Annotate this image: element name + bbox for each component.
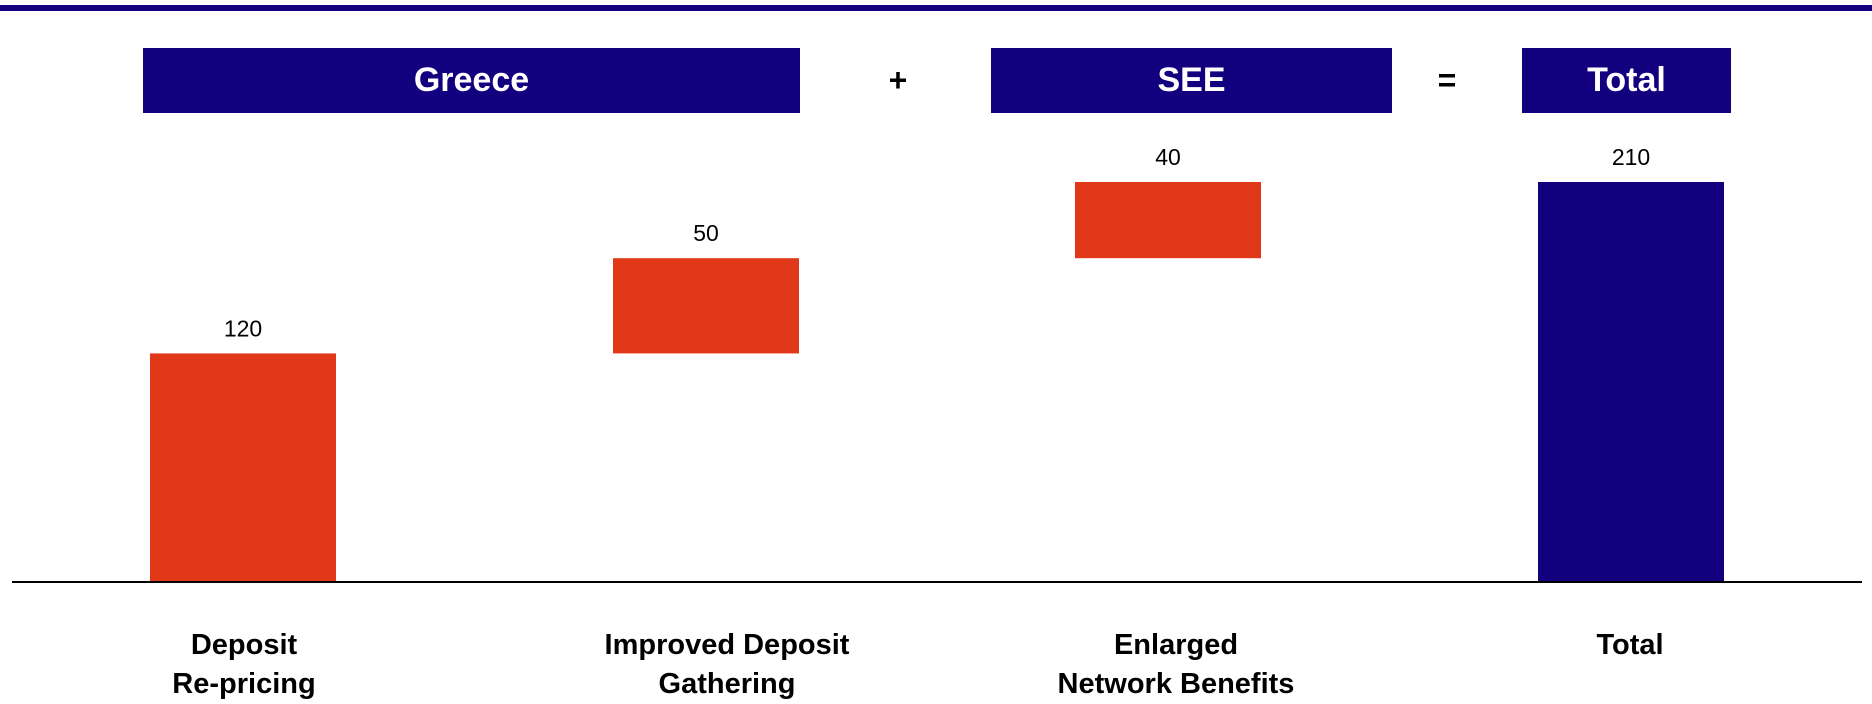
plus-operator: + — [888, 62, 908, 98]
data-label-enlarged-network-benefits: 40 — [1155, 144, 1181, 170]
bar-improved-deposit-gathering — [613, 258, 799, 354]
data-label-total: 210 — [1612, 144, 1650, 170]
header-greece: Greece — [143, 48, 800, 113]
category-label-enlarged-network-benefits: Enlarged Network Benefits — [1057, 629, 1295, 700]
header-see: SEE — [991, 48, 1392, 113]
bars-layer — [150, 182, 1724, 582]
equals-operator: = — [1437, 62, 1457, 98]
bar-deposit-repricing — [150, 353, 336, 582]
bar-enlarged-network-benefits — [1075, 182, 1261, 259]
category-label-total: Total — [1596, 629, 1664, 661]
header-total: Total — [1522, 48, 1731, 113]
bar-total — [1538, 182, 1724, 582]
category-label-deposit-repricing: Deposit Re-pricing — [172, 629, 316, 700]
category-label-improved-deposit-gathering: Improved Deposit Gathering — [604, 629, 850, 700]
data-label-improved-deposit-gathering: 50 — [693, 220, 719, 246]
data-label-deposit-repricing: 120 — [224, 315, 262, 341]
top-rule — [0, 5, 1872, 11]
data-labels-layer: 120 50 40 210 — [224, 144, 1650, 341]
